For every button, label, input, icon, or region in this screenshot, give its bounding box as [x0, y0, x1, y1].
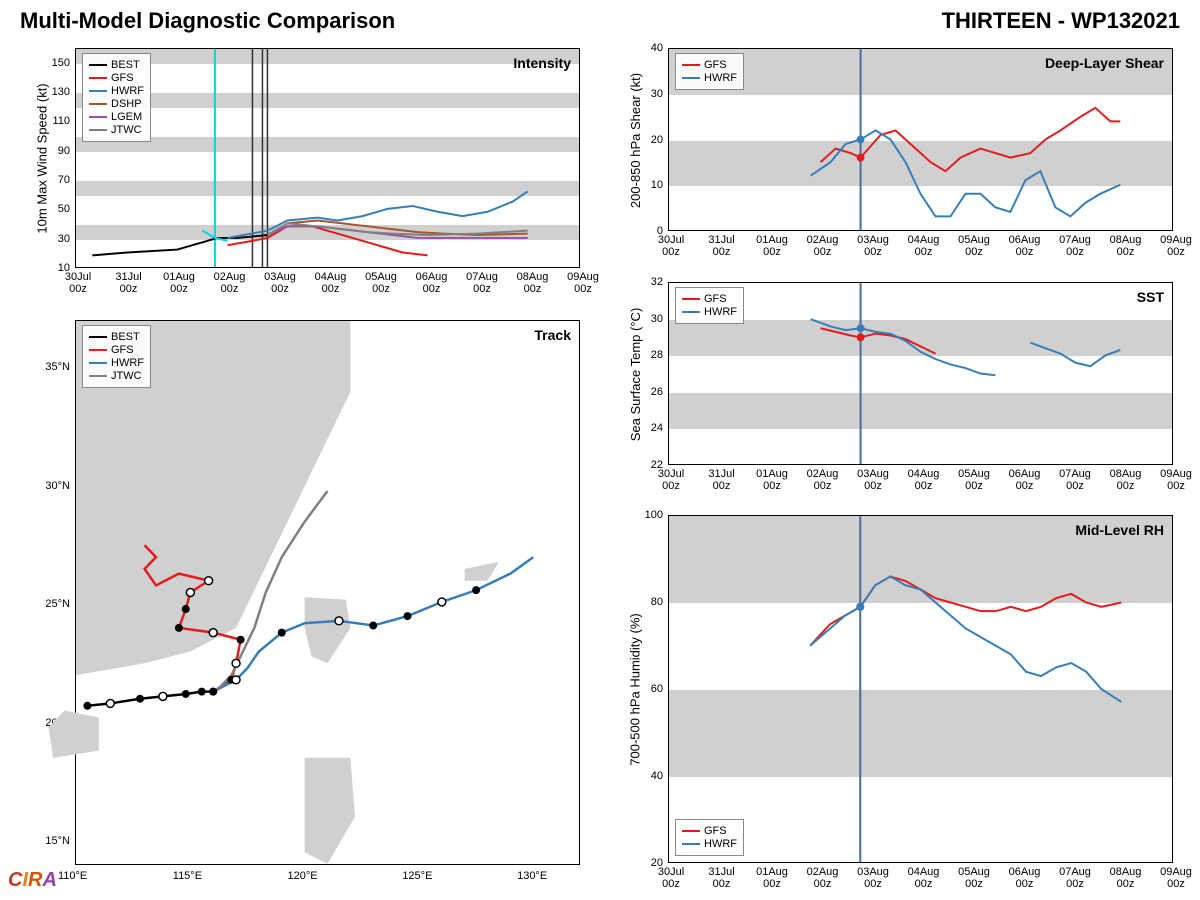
intensity-panel: Intensity103050709011013015030Jul00z31Ju…	[75, 48, 580, 268]
track-panel: Track15°N20°N25°N30°N35°N110°E115°E120°E…	[75, 320, 580, 865]
rh-panel: Mid-Level RH2040608010030Jul00z31Jul00z0…	[668, 515, 1173, 863]
page-title: Multi-Model Diagnostic Comparison	[20, 8, 395, 34]
cira-logo: CIRA	[8, 869, 57, 892]
sst-panel: SST22242628303230Jul00z31Jul00z01Aug00z0…	[668, 282, 1173, 465]
shear-panel: Deep-Layer Shear01020304030Jul00z31Jul00…	[668, 48, 1173, 231]
storm-id: THIRTEEN - WP132021	[942, 8, 1180, 34]
